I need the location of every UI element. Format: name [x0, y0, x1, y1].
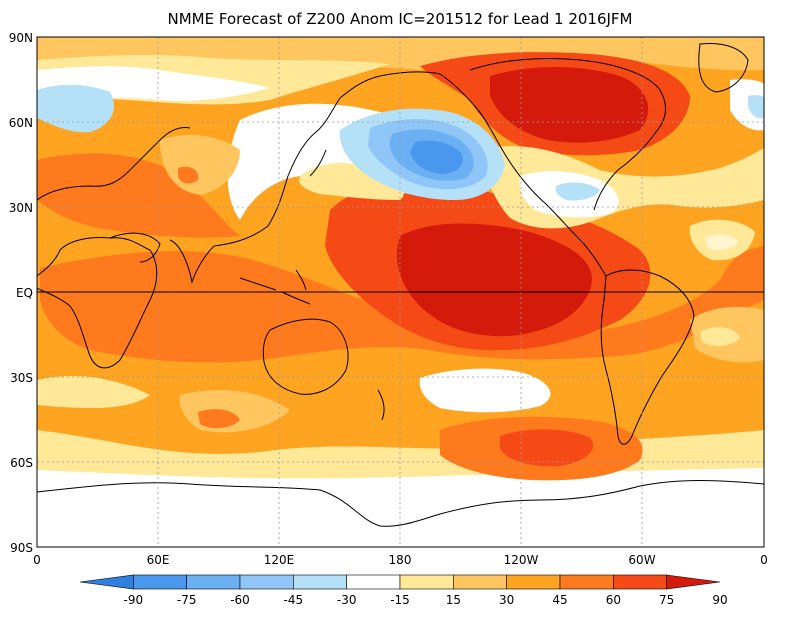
lon-label-0-east: 0 [760, 553, 768, 567]
colorbar-swatch [613, 574, 667, 590]
lon-label-120w: 120W [504, 553, 539, 567]
colorbar-label: -45 [284, 593, 304, 607]
lon-label-60w: 60W [628, 553, 655, 567]
lat-label-30s: 30S [10, 371, 33, 385]
lon-label-120e: 120E [264, 553, 295, 567]
colorbar: -90 -75 -60 -45 -30 -15 15 30 45 60 75 90 [79, 574, 728, 607]
colorbar-label: -75 [177, 593, 197, 607]
map-frame [36, 36, 765, 548]
lat-label-90n: 90N [9, 31, 33, 45]
colorbar-label: -15 [390, 593, 410, 607]
longitude-labels: 0 60E 120E 180 120W 60W 0 [33, 553, 768, 567]
colorbar-label: 15 [446, 593, 461, 607]
lat-label-eq: EQ [16, 286, 33, 300]
lon-label-60e: 60E [147, 553, 170, 567]
lon-label-180: 180 [389, 553, 412, 567]
colorbar-label: 75 [659, 593, 674, 607]
colorbar-arrow-high [666, 574, 721, 590]
colorbar-swatch [453, 574, 507, 590]
lat-label-60n: 60N [9, 116, 33, 130]
colorbar-label: 90 [712, 593, 727, 607]
colorbar-label: -60 [230, 593, 250, 607]
colorbar-label: -90 [124, 593, 144, 607]
lon-label-0-west: 0 [33, 553, 41, 567]
lat-label-90s: 90S [10, 541, 33, 555]
latitude-labels: 90N 60N 30N EQ 30S 60S 90S [9, 31, 33, 555]
colorbar-swatch [506, 574, 561, 590]
colorbar-swatch [399, 574, 454, 590]
lat-label-30n: 30N [9, 201, 33, 215]
lat-label-60s: 60S [10, 456, 33, 470]
colorbar-swatch [346, 574, 401, 590]
colorbar-swatch [559, 574, 614, 590]
colorbar-label: -30 [337, 593, 357, 607]
map-title: NMME Forecast of Z200 Anom IC=201512 for… [168, 10, 633, 28]
colorbar-swatch [186, 574, 241, 590]
colorbar-label: 45 [552, 593, 567, 607]
colorbar-swatch [133, 574, 187, 590]
colorbar-label: 30 [499, 593, 514, 607]
colorbar-label: 60 [606, 593, 621, 607]
coastlines [37, 43, 764, 527]
colorbar-swatch [239, 574, 294, 590]
colorbar-swatch [293, 574, 347, 590]
colorbar-arrow-low [79, 574, 134, 590]
